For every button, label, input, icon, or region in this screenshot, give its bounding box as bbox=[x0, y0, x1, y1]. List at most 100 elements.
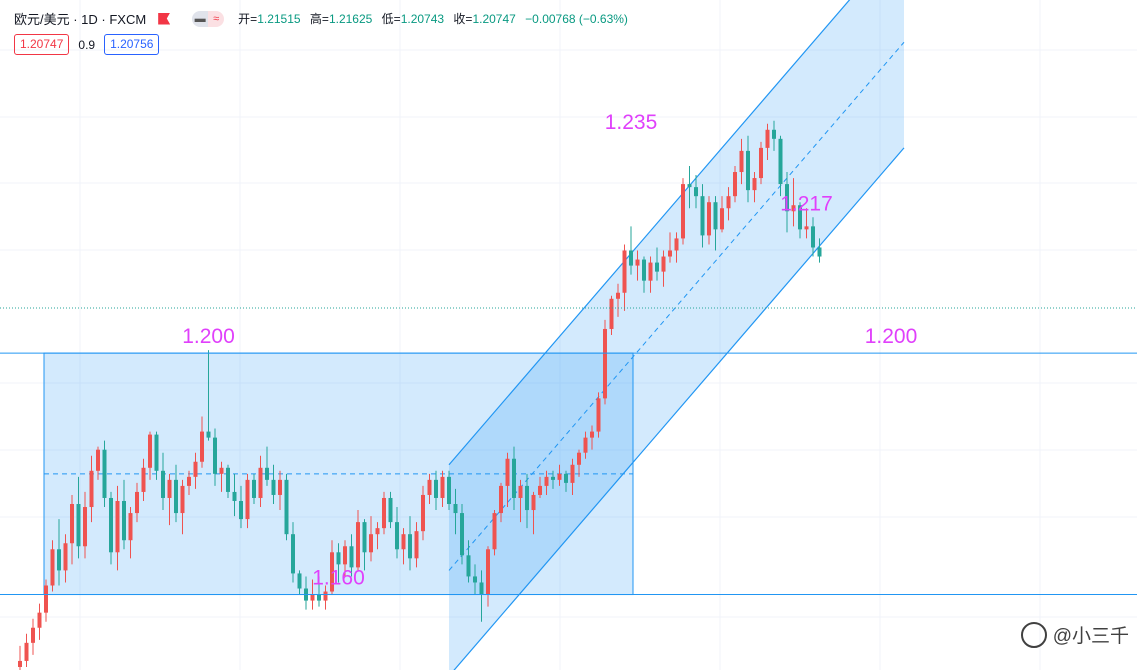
candle-body bbox=[135, 491, 139, 514]
candle-body bbox=[551, 476, 555, 480]
candle-body bbox=[284, 479, 289, 535]
candle-body bbox=[687, 184, 692, 188]
candle-body bbox=[460, 513, 464, 556]
candle-body bbox=[629, 250, 633, 266]
candle-body bbox=[187, 476, 191, 486]
candle-body bbox=[83, 507, 87, 547]
candle-body bbox=[733, 172, 737, 197]
candle-body bbox=[278, 479, 282, 495]
candle-body bbox=[122, 500, 126, 541]
candle-body bbox=[89, 470, 94, 508]
candle-body bbox=[609, 298, 614, 329]
candle-body bbox=[252, 479, 256, 498]
candle-body bbox=[421, 494, 425, 532]
close-label: 收= bbox=[453, 12, 473, 26]
candle-body bbox=[739, 150, 744, 173]
candle-body bbox=[349, 546, 354, 568]
chart-header: 欧元/美元 · 1D · FXCM ▬ ≈ 开=1.21515 高=1.2162… bbox=[14, 9, 634, 28]
candle-body bbox=[486, 549, 490, 595]
wave-icon[interactable]: ≈ bbox=[208, 10, 225, 27]
candle-body bbox=[24, 642, 29, 661]
candle-body bbox=[310, 594, 315, 601]
candle-body bbox=[330, 552, 334, 592]
candle-body bbox=[239, 500, 243, 520]
candle-body bbox=[564, 473, 568, 483]
watermark: @小三千 bbox=[1020, 621, 1129, 648]
spread-value: 0.9 bbox=[78, 37, 96, 52]
candle-body bbox=[804, 226, 809, 230]
candle-body bbox=[193, 461, 198, 477]
candle-body bbox=[63, 543, 68, 571]
sell-price-button[interactable]: 1.20747 bbox=[14, 34, 70, 55]
candle-body bbox=[544, 476, 549, 486]
minus-icon[interactable]: ▬ bbox=[192, 10, 209, 27]
candle-body bbox=[174, 479, 178, 514]
symbol-label[interactable]: 欧元/美元 · 1D · FXCM bbox=[14, 12, 147, 27]
candle-body bbox=[382, 497, 386, 529]
candle-body bbox=[538, 485, 542, 495]
candle-body bbox=[395, 522, 399, 550]
candle-body bbox=[492, 513, 497, 550]
flag-icon[interactable] bbox=[158, 12, 171, 25]
close-value: 1.20747 bbox=[472, 12, 516, 26]
candle-body bbox=[200, 431, 204, 462]
candle-body bbox=[648, 262, 653, 281]
candle-body bbox=[141, 467, 146, 492]
price-annotation-3: 1.235 bbox=[605, 111, 658, 134]
channel-fill bbox=[449, 0, 904, 670]
open-value: 1.21515 bbox=[257, 12, 301, 26]
buy-price-button[interactable]: 1.20756 bbox=[104, 34, 160, 55]
candle-body bbox=[499, 485, 503, 514]
candle-body bbox=[655, 262, 659, 272]
candle-body bbox=[811, 226, 815, 248]
candle-body bbox=[219, 467, 224, 474]
candle-body bbox=[817, 247, 822, 257]
candle-body bbox=[726, 196, 731, 209]
candle-body bbox=[518, 485, 523, 498]
candle-body bbox=[447, 476, 451, 505]
candle-body bbox=[102, 449, 107, 498]
candle-body bbox=[434, 479, 438, 498]
candle-body bbox=[765, 129, 770, 148]
candle-body bbox=[707, 202, 711, 236]
high-value: 1.21625 bbox=[328, 12, 373, 26]
candle-body bbox=[167, 479, 172, 498]
candle-body bbox=[505, 458, 510, 486]
candle-body bbox=[96, 449, 100, 471]
candle-body bbox=[798, 205, 802, 230]
channel-lower-line bbox=[453, 147, 905, 670]
candle-body bbox=[271, 479, 276, 495]
ohlc-values: 开=1.21515 高=1.21625 低=1.20743 收=1.20747 … bbox=[238, 10, 634, 27]
candle-body bbox=[466, 555, 471, 577]
candle-body bbox=[317, 594, 321, 601]
candle-body bbox=[57, 549, 61, 571]
candle-body bbox=[616, 292, 620, 299]
candle-body bbox=[772, 129, 776, 139]
candle-body bbox=[746, 150, 750, 191]
candle-body bbox=[18, 660, 22, 667]
indicator-toggle[interactable]: ▬ ≈ bbox=[192, 10, 225, 27]
candle-body bbox=[778, 138, 783, 185]
price-annotation-2: 1.160 bbox=[312, 567, 365, 590]
candle-body bbox=[570, 464, 575, 483]
candle-body bbox=[791, 205, 796, 212]
candle-body bbox=[369, 534, 373, 553]
candle-body bbox=[362, 522, 367, 553]
channel-upper-line bbox=[448, 0, 851, 466]
quote-row: 1.20747 0.9 1.20756 bbox=[14, 34, 160, 55]
candle-body bbox=[115, 500, 120, 553]
candle-body bbox=[76, 504, 81, 547]
candle-body bbox=[622, 250, 627, 293]
candle-body bbox=[206, 431, 211, 438]
weibo-logo-icon bbox=[1020, 621, 1047, 648]
candle-body bbox=[70, 504, 74, 544]
candle-body bbox=[161, 470, 165, 498]
candle-body bbox=[343, 546, 347, 565]
candle-body bbox=[44, 585, 48, 613]
candle-body bbox=[128, 513, 133, 541]
candle-body bbox=[148, 434, 152, 468]
candle-body bbox=[479, 582, 484, 595]
candle-body bbox=[213, 437, 217, 474]
channel-midline bbox=[448, 41, 905, 571]
